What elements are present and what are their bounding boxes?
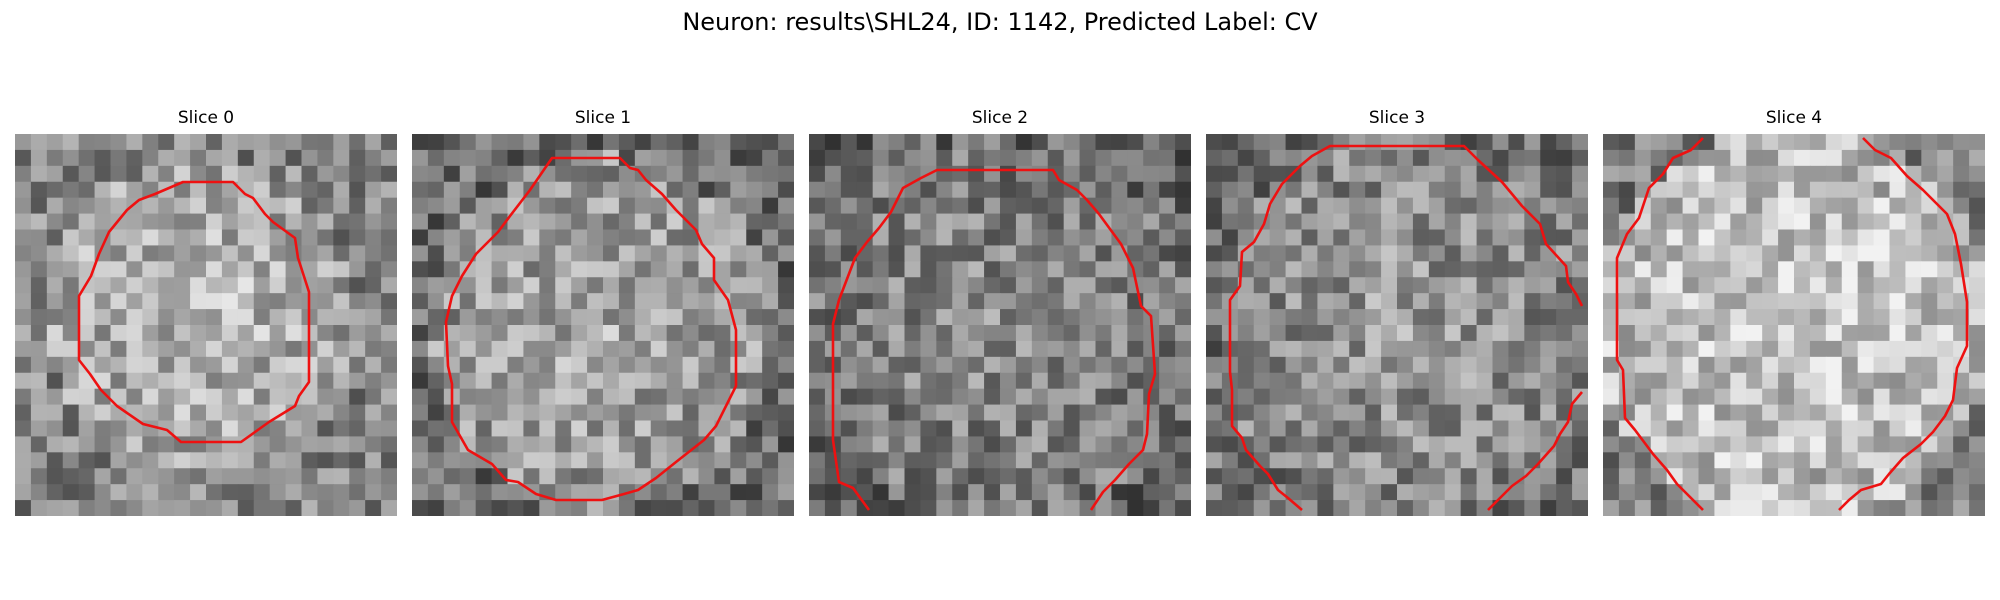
grayscale-pixels-1 [412, 134, 794, 516]
grayscale-pixels-4 [1603, 134, 1985, 516]
cell-contour-3 [1228, 144, 1584, 511]
grayscale-pixels-3 [1206, 134, 1588, 516]
slice-title-1: Slice 1 [574, 108, 632, 128]
slice-title-2: Slice 2 [971, 108, 1029, 128]
cell-contour-2 [831, 168, 1157, 511]
slice-panel-0: Slice 0 [15, 108, 397, 516]
slice-title-4: Slice 4 [1765, 108, 1823, 128]
grayscale-pixels-2 [809, 134, 1191, 516]
cell-contour-4 [1615, 137, 1704, 511]
slice-panel-1: Slice 1 [412, 108, 794, 516]
figure-title: Neuron: results\SHL24, ID: 1142, Predict… [682, 8, 1318, 36]
slice-image-3 [1206, 134, 1588, 516]
slice-title-3: Slice 3 [1368, 108, 1426, 128]
cell-contour-1 [444, 156, 738, 502]
cell-contour-3b [1487, 391, 1583, 511]
slice-image-2 [809, 134, 1191, 516]
grayscale-pixels-0 [15, 134, 397, 516]
slice-panel-4: Slice 4 [1603, 108, 1985, 516]
slice-panel-2: Slice 2 [809, 108, 1191, 516]
slice-panel-3: Slice 3 [1206, 108, 1588, 516]
slice-image-0 [15, 134, 397, 516]
slice-title-0: Slice 0 [177, 108, 235, 128]
cell-contour-0 [77, 180, 311, 444]
cell-contour-4b [1838, 137, 1969, 511]
slice-image-1 [412, 134, 794, 516]
slice-image-4 [1603, 134, 1985, 516]
